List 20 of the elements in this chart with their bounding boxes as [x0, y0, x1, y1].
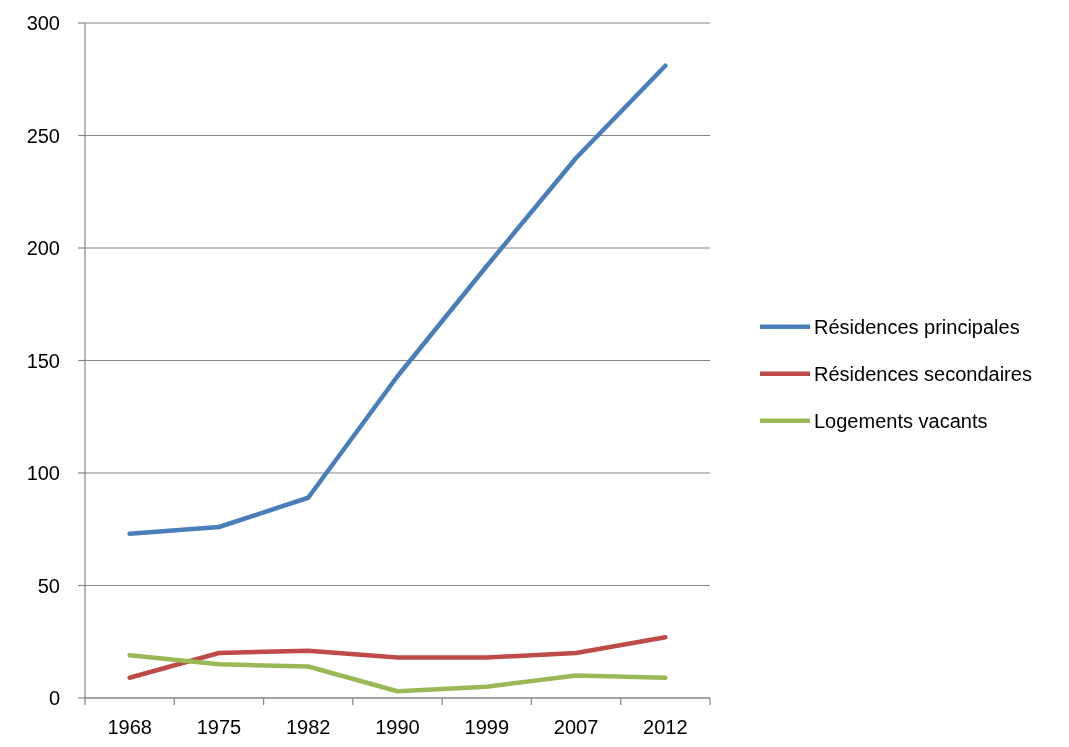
y-tick-label: 50: [37, 574, 60, 597]
y-tick-label: 250: [26, 124, 60, 147]
y-tick-label: 100: [26, 462, 60, 484]
x-tick-label: 2007: [553, 716, 599, 738]
y-tick-label: 200: [26, 237, 60, 259]
y-tick-label: 150: [26, 349, 60, 372]
x-tick-label: 1990: [375, 716, 420, 738]
y-tick-label: 0: [48, 687, 60, 709]
x-tick-label: 1968: [107, 716, 152, 738]
legend-label: Logements vacants: [814, 409, 988, 432]
legend-label: Résidences secondaires: [814, 362, 1032, 385]
line-series: [127, 63, 668, 536]
y-tick-label: 300: [26, 12, 60, 34]
x-tick-label: 1975: [196, 716, 242, 738]
x-tick-label: 1982: [285, 716, 331, 738]
line-series: [127, 635, 668, 680]
x-tick-label: 2012: [643, 716, 688, 738]
x-tick-label: 1999: [464, 716, 510, 738]
legend-label: Résidences principales: [814, 315, 1020, 338]
line-series: [127, 653, 668, 694]
